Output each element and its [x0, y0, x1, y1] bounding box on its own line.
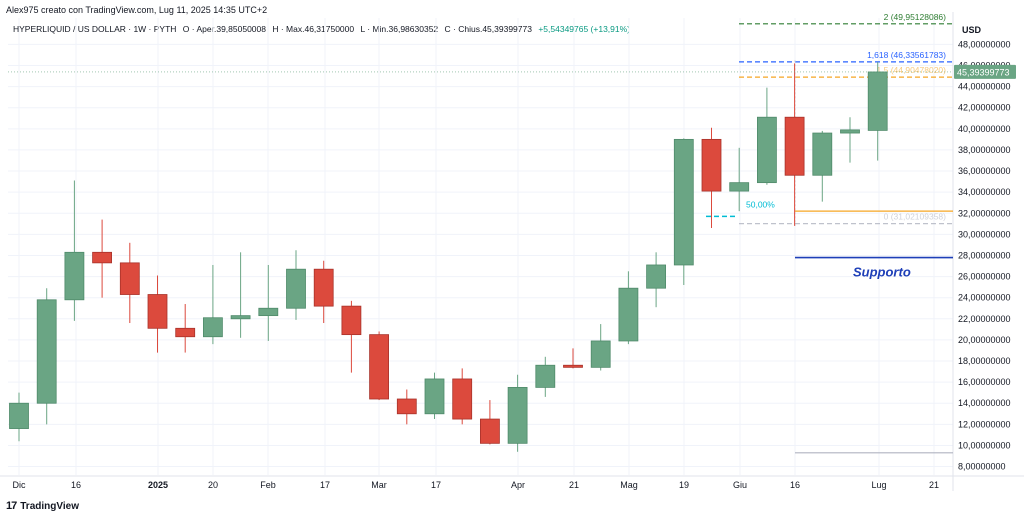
candle-up[interactable] — [36, 299, 57, 404]
y-tick-label: 12,00000000 — [958, 419, 1011, 429]
x-tick-label: 17 — [320, 480, 330, 490]
candle-down[interactable] — [563, 364, 583, 368]
x-tick-label: 21 — [569, 480, 579, 490]
fib-level-label: 50,00% — [746, 199, 775, 209]
candle-down[interactable] — [175, 327, 196, 338]
brand-footer: 17 TradingView — [6, 500, 79, 512]
support-label: Supporto — [853, 265, 911, 280]
y-tick-label: 14,00000000 — [958, 398, 1011, 408]
x-tick-label: 17 — [431, 480, 441, 490]
currency-label: USD — [962, 25, 982, 35]
x-tick-label: 2025 — [148, 480, 168, 490]
candle-up[interactable] — [286, 268, 306, 309]
y-tick-label: 8,00000000 — [958, 462, 1006, 472]
candle-up[interactable] — [840, 129, 860, 134]
candle-up[interactable] — [812, 132, 833, 176]
candle-down[interactable] — [313, 268, 334, 307]
y-tick-label: 20,00000000 — [958, 335, 1011, 345]
candle-up[interactable] — [757, 116, 777, 184]
fib-level-label: 1,5 (44,90478020) — [877, 65, 947, 75]
y-tick-label: 22,00000000 — [958, 314, 1011, 324]
y-tick-label: 28,00000000 — [958, 250, 1011, 260]
last-price-label: 45,39399773 — [957, 67, 1010, 77]
close-value: C · Chius.45,39399773 — [444, 24, 532, 34]
y-tick-label: 42,00000000 — [958, 103, 1011, 113]
candle-down[interactable] — [369, 334, 390, 400]
x-tick-label: 16 — [71, 480, 81, 490]
brand-name: TradingView — [20, 500, 79, 512]
y-tick-label: 36,00000000 — [958, 166, 1011, 176]
x-tick-label: 20 — [208, 480, 218, 490]
candle-up[interactable] — [258, 307, 279, 317]
x-tick-label: Giu — [733, 480, 747, 490]
y-tick-label: 24,00000000 — [958, 293, 1011, 303]
y-tick-label: 10,00000000 — [958, 440, 1011, 450]
candle-up[interactable] — [618, 287, 639, 342]
candle-up[interactable] — [202, 317, 223, 338]
y-tick-label: 30,00000000 — [958, 229, 1011, 239]
low-value: L · Min.36,98630352 — [360, 24, 439, 34]
last-price-badge — [954, 64, 1016, 79]
open-value: O · Aper.39,85050008 — [182, 24, 266, 34]
candle-down[interactable] — [119, 262, 140, 295]
fib-level-label: 0 (31,02109358) — [884, 212, 947, 222]
x-tick-label: Mar — [371, 480, 387, 490]
y-tick-label: 38,00000000 — [958, 145, 1011, 155]
y-tick-label: 18,00000000 — [958, 356, 1011, 366]
y-tick-label: 26,00000000 — [958, 272, 1011, 282]
chart-credit: Alex975 creato con TradingView.com, Lug … — [6, 5, 268, 15]
y-tick-label: 32,00000000 — [958, 208, 1011, 218]
candle-up[interactable] — [673, 138, 694, 266]
candle-down[interactable] — [396, 398, 417, 415]
candle-up[interactable] — [867, 71, 888, 131]
candle-up[interactable] — [424, 378, 445, 415]
x-tick-label: Apr — [511, 480, 525, 490]
symbol-label[interactable]: HYPERLIQUID / US DOLLAR · 1W · PYTH — [13, 24, 177, 34]
y-tick-label: 44,00000000 — [958, 82, 1011, 92]
candle-up[interactable] — [646, 264, 666, 289]
candle-down[interactable] — [479, 418, 500, 444]
fib-level-label: 1,618 (46,33561783) — [867, 50, 946, 60]
x-tick-label: 16 — [790, 480, 800, 490]
y-tick-label: 34,00000000 — [958, 187, 1011, 197]
x-tick-label: Feb — [260, 480, 276, 490]
candle-up[interactable] — [64, 251, 85, 301]
candle-up[interactable] — [729, 182, 750, 192]
x-tick-label: Mag — [620, 480, 638, 490]
x-tick-label: Lug — [871, 480, 886, 490]
tradingview-logo-icon: 17 — [6, 500, 17, 512]
y-tick-label: 40,00000000 — [958, 124, 1011, 134]
candle-down[interactable] — [341, 305, 362, 336]
candle-down[interactable] — [147, 294, 168, 329]
candle-up[interactable] — [590, 340, 611, 368]
x-tick-label: 21 — [929, 480, 939, 490]
x-tick-label: Dic — [13, 480, 26, 490]
candle-down[interactable] — [92, 251, 112, 264]
ohlc-legend: HYPERLIQUID / US DOLLAR · 1W · PYTH O · … — [13, 24, 630, 34]
candle-up[interactable] — [507, 386, 528, 444]
y-tick-label: 48,00000000 — [958, 39, 1011, 49]
candle-up[interactable] — [535, 364, 556, 388]
y-tick-label: 16,00000000 — [958, 377, 1011, 387]
fib-level-label: 2 (49,95128086) — [884, 12, 947, 22]
candle-down[interactable] — [784, 116, 805, 176]
candle-down[interactable] — [452, 378, 473, 420]
change-value: +5,54349765 (+13,91%) — [538, 24, 631, 34]
high-value: H · Max.46,31750000 — [272, 24, 355, 34]
candle-up[interactable] — [9, 402, 29, 429]
candle-up[interactable] — [230, 315, 251, 320]
candle-down[interactable] — [701, 138, 722, 192]
x-tick-label: 19 — [679, 480, 689, 490]
